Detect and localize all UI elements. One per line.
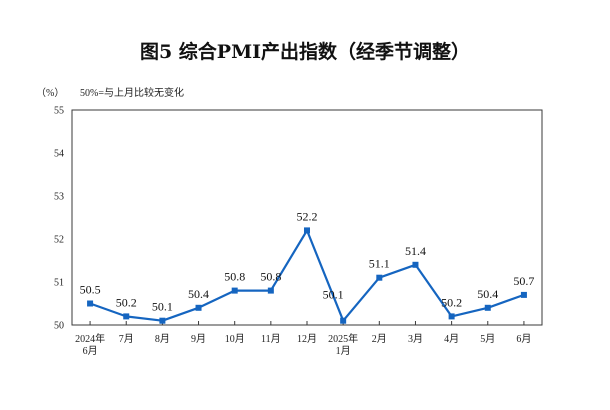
x-tick-label: 3月: [408, 333, 423, 345]
data-point: [448, 313, 455, 320]
data-label: 50.1: [323, 288, 344, 302]
chart-title: 图5 综合PMI产出指数（经季节调整）: [140, 40, 470, 63]
x-tick-label: 6月: [516, 333, 531, 345]
x-tick-label: 5月: [480, 333, 495, 345]
y-tick-label: 50: [54, 321, 64, 332]
data-point: [87, 300, 94, 307]
data-label: 50.4: [477, 287, 498, 301]
data-label: 50.7: [513, 274, 534, 288]
y-tick-label: 54: [54, 149, 64, 160]
data-label: 50.8: [260, 270, 281, 284]
data-point: [520, 291, 527, 298]
y-tick-label: 51: [54, 278, 64, 289]
x-tick-label: 12月: [297, 333, 317, 345]
data-label: 51.4: [405, 244, 426, 258]
data-point: [267, 287, 274, 294]
y-tick-label: 55: [54, 106, 64, 117]
data-point: [304, 227, 310, 234]
data-label: 52.2: [297, 209, 318, 223]
data-label: 50.4: [188, 287, 209, 301]
data-label: 50.1: [152, 300, 173, 314]
x-tick-label: 2025年 1月: [328, 332, 358, 357]
series-markers: [87, 227, 527, 324]
y-tick-label: 52: [54, 235, 64, 246]
y-axis-ticks: 50 51 52 53 54 55: [54, 106, 64, 332]
y-tick-label: 53: [54, 192, 64, 203]
baseline-note: 50%=与上月比较无变化: [80, 86, 184, 99]
data-label: 50.5: [80, 283, 101, 297]
x-tick-label: 2024年 6月: [75, 332, 105, 357]
x-tick-label: 2月: [372, 333, 387, 345]
data-label: 50.8: [224, 270, 245, 284]
data-point: [123, 313, 130, 320]
data-label: 50.2: [116, 295, 137, 309]
y-unit-label: （%）: [36, 87, 64, 99]
data-point: [340, 317, 347, 324]
x-axis-ticks: 2024年 6月 7月 8月 9月 10月 11月 12月 2025年 1月 2月 3月 4月 5月 6月: [75, 321, 531, 357]
x-tick-label: 9月: [191, 333, 206, 345]
data-point: [159, 317, 166, 324]
data-point: [484, 304, 491, 311]
data-label: 50.2: [441, 295, 462, 309]
data-point: [195, 304, 202, 311]
data-point: [376, 274, 383, 281]
x-tick-label: 11月: [261, 333, 281, 345]
data-label: 51.1: [369, 257, 390, 271]
x-tick-label: 8月: [155, 333, 170, 345]
x-tick-label: 4月: [444, 333, 459, 345]
x-tick-label: 10月: [225, 333, 245, 345]
data-labels: 50.5 50.2 50.1 50.4 50.8 50.8 52.2 50.1 51.1 51.4…: [80, 209, 535, 313]
x-tick-label: 7月: [119, 333, 134, 345]
data-point: [231, 287, 238, 294]
data-point: [412, 261, 419, 268]
